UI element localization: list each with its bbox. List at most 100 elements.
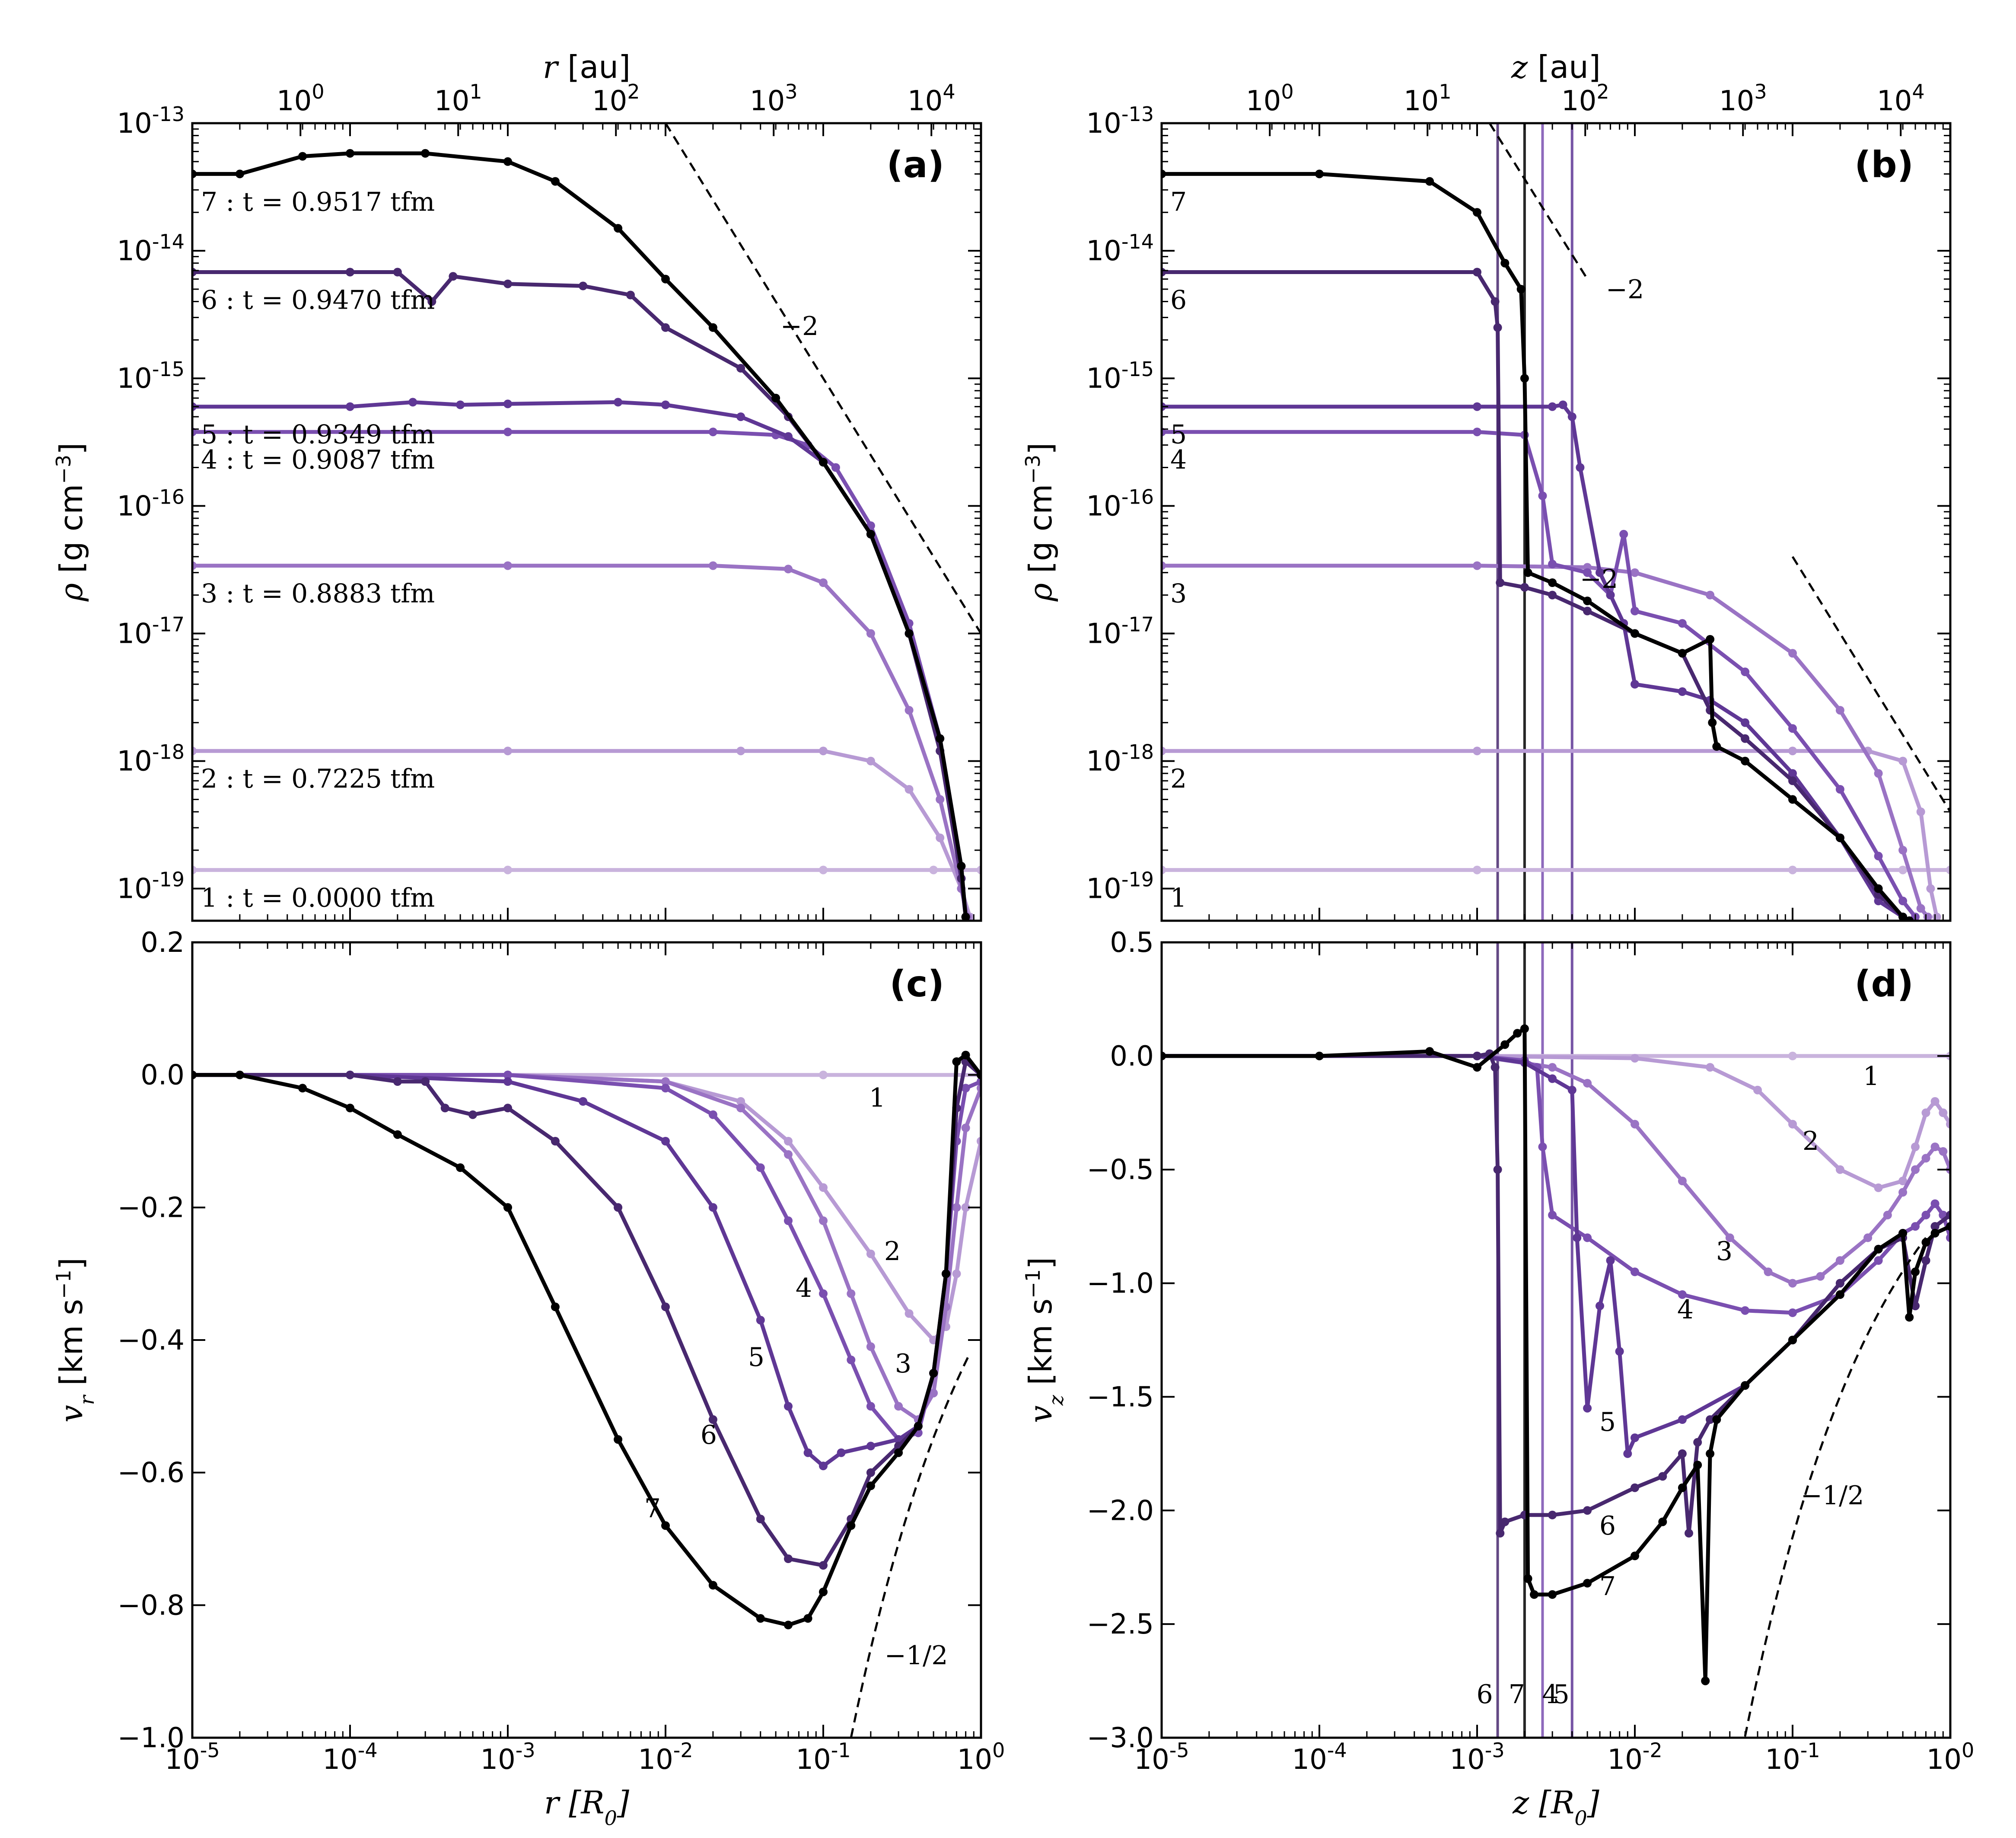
series-point-7 [1523,1574,1532,1583]
series-2 [192,1070,981,1344]
series-line-7 [192,151,968,917]
series-point-7 [456,1163,465,1172]
series-point-6 [427,297,436,306]
series-point-2 [1916,807,1925,816]
x-tick-label: 10-3 [1449,1739,1504,1776]
series-point-5 [1741,718,1750,727]
series-point-6 [1473,268,1481,277]
top-tick-label: 101 [434,80,482,117]
series-point-5 [1567,412,1576,421]
curve-label-6: 6 [1599,1511,1616,1541]
series-point-7 [1473,1063,1481,1072]
series-5 [192,398,970,921]
vline-label-7: 7 [1509,1679,1525,1710]
series-point-5 [784,1402,793,1411]
y-tick-label: 10-16 [117,485,185,522]
series-point-7 [866,1481,875,1490]
y-tick-label: −0.8 [118,1589,185,1621]
y-tick-label: −0.4 [118,1324,185,1356]
series-point-4 [503,1070,512,1079]
vline-label-5: 5 [1553,1679,1570,1710]
series-point-5 [1596,568,1604,577]
series-point-6 [503,1104,512,1113]
curve-label-5: 5 [748,1342,764,1372]
series-point-3 [1898,846,1908,855]
series-point-2 [1706,1063,1715,1072]
series-point-2 [961,1203,970,1212]
series-point-4 [1741,667,1750,676]
top-tick-label: 100 [1246,80,1294,117]
series-point-7 [1835,833,1844,842]
panel-label: (d) [1854,963,1914,1005]
series-point-7 [1788,1336,1797,1344]
series-point-4 [1911,1222,1920,1231]
series-6 [1162,268,1914,921]
series-7 [1162,169,1914,921]
curve-label-1: 1 : t = 0.0000 tfm [201,883,435,913]
series-point-5 [503,1077,512,1086]
vline-label-4: 4 [1542,1679,1558,1710]
series-point-4 [1921,1210,1930,1219]
series-point-4 [1678,1290,1687,1299]
series-point-6 [1583,1506,1592,1515]
x-tick-label: 10-5 [165,1739,220,1776]
series-point-4 [831,463,840,472]
series-point-3 [1930,1142,1940,1152]
y-tick-label: 10-15 [117,357,185,395]
y-tick-label: 10-18 [117,740,185,778]
y-tick-label: −2.5 [1087,1608,1154,1640]
series-point-3 [784,1150,793,1159]
series-point-3 [1473,561,1481,570]
y-tick-label: 10-19 [1086,868,1154,905]
series-point-2 [1939,1108,1948,1117]
series-point-5 [661,400,670,409]
series-point-1 [819,865,828,874]
series-point-7 [1788,795,1797,804]
curve-label-6: 6 [701,1420,717,1450]
series-line-4 [192,1073,981,1442]
series-line-6 [1162,1052,1950,1535]
y-tick-label: −0.2 [118,1192,185,1224]
series-point-2 [1788,747,1797,756]
series-point-4 [1583,568,1592,577]
y-tick-label: 10-16 [1086,485,1154,522]
curve-label-1: 1 [1863,1061,1879,1091]
series-point-5 [1615,1347,1624,1356]
series-point-5 [1576,463,1585,472]
series-point-2 [936,833,945,842]
curve-label-5: 5 [1599,1407,1616,1437]
series-point-1 [503,865,512,874]
series-point-3 [1921,1154,1930,1163]
series-point-7 [803,1614,812,1623]
series-point-7 [1911,1267,1920,1276]
series-point-4 [1473,428,1481,437]
series-point-6 [1658,1472,1667,1481]
series-line-4 [1162,1054,1950,1315]
series-point-3 [894,1402,903,1411]
series-point-4 [1631,1267,1639,1276]
series-point-3 [866,1342,875,1351]
series-point-4 [1874,852,1883,861]
series-point-3 [1816,1272,1825,1281]
guide-line [850,1353,971,1738]
series-point-6 [866,1468,875,1477]
series-point-5 [456,400,465,409]
series-point-5 [1558,400,1567,409]
series-point-3 [904,706,914,715]
x-tick-label: 10-4 [1292,1739,1347,1776]
series-point-1 [1788,1051,1797,1060]
series-point-5 [736,412,745,421]
series-point-4 [756,1163,765,1172]
series-point-3 [1583,1079,1592,1088]
series-point-6 [1930,1222,1940,1231]
series-point-5 [837,1448,846,1457]
curve-label-7: 7 [1599,1571,1616,1602]
panel-label: (a) [887,144,944,186]
guide-line [664,123,981,634]
series-point-7 [1706,1449,1715,1458]
series-point-5 [661,1137,670,1146]
series-point-4 [661,1084,670,1093]
series-point-6 [1921,1256,1930,1265]
series-point-6 [784,1554,793,1563]
series-point-7 [298,152,307,161]
